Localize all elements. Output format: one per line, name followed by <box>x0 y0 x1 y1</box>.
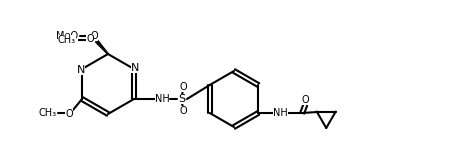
Text: NH: NH <box>272 108 287 118</box>
Text: CH₃: CH₃ <box>39 108 57 118</box>
Text: O: O <box>86 34 94 44</box>
Text: N: N <box>77 65 85 75</box>
Text: O: O <box>179 106 187 116</box>
Text: O: O <box>65 109 73 119</box>
Text: O: O <box>179 82 187 92</box>
Text: O: O <box>301 95 308 105</box>
Text: NH: NH <box>154 94 169 104</box>
Text: O: O <box>90 31 98 41</box>
Text: N: N <box>131 63 139 73</box>
Text: CH₃: CH₃ <box>58 35 76 45</box>
Text: S: S <box>178 94 185 104</box>
Text: MeO: MeO <box>56 31 78 41</box>
